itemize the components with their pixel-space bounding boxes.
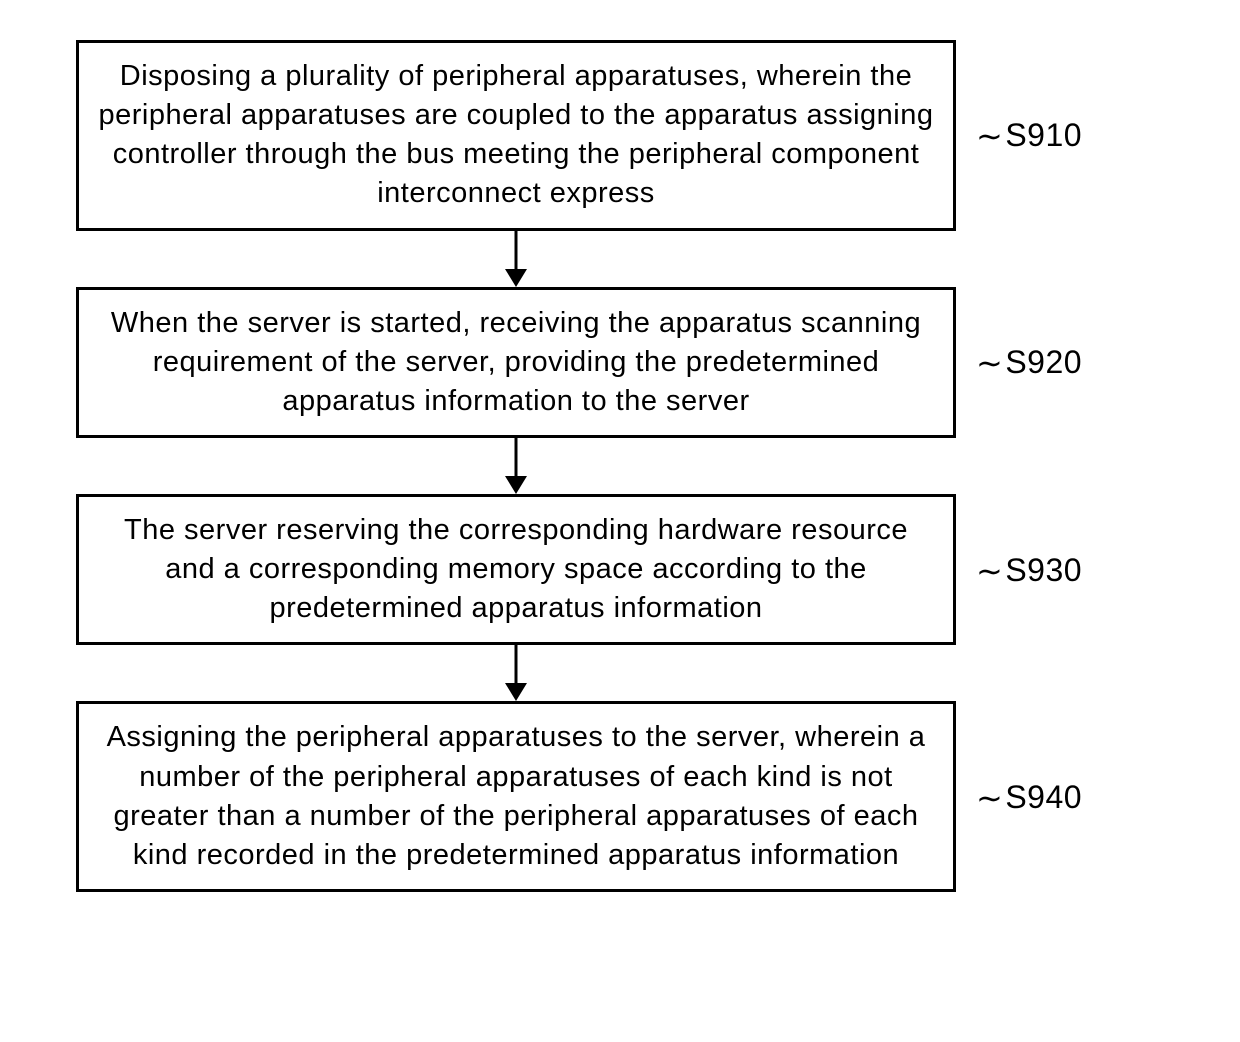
step-box-s920: When the server is started, receiving th… — [76, 287, 956, 438]
arrow-s920-s930 — [76, 438, 956, 494]
step-box-s910: Disposing a plurality of peripheral appa… — [76, 40, 956, 231]
step-label-s910: ∼S910 — [976, 116, 1082, 154]
arrow-down-icon — [503, 231, 529, 287]
tilde-icon: ∼ — [976, 344, 1003, 382]
flow-step-s930: The server reserving the corresponding h… — [76, 494, 1180, 645]
tilde-icon: ∼ — [976, 552, 1003, 590]
step-box-s930: The server reserving the corresponding h… — [76, 494, 956, 645]
step-label-text: S920 — [1005, 344, 1082, 380]
step-label-s940: ∼S940 — [976, 778, 1082, 816]
flow-step-s940: Assigning the peripheral apparatuses to … — [76, 701, 1180, 892]
tilde-icon: ∼ — [976, 779, 1003, 817]
flow-step-s910: Disposing a plurality of peripheral appa… — [76, 40, 1180, 231]
step-box-s940: Assigning the peripheral apparatuses to … — [76, 701, 956, 892]
step-label-s920: ∼S920 — [976, 343, 1082, 381]
flow-step-s920: When the server is started, receiving th… — [76, 287, 1180, 438]
flowchart-canvas: Disposing a plurality of peripheral appa… — [0, 0, 1240, 1042]
arrow-down-icon — [503, 645, 529, 701]
step-label-s930: ∼S930 — [976, 551, 1082, 589]
tilde-icon: ∼ — [976, 117, 1003, 155]
arrow-s910-s920 — [76, 231, 956, 287]
step-label-text: S910 — [1005, 117, 1082, 153]
step-label-text: S940 — [1005, 779, 1082, 815]
step-label-text: S930 — [1005, 552, 1082, 588]
arrow-s930-s940 — [76, 645, 956, 701]
arrow-down-icon — [503, 438, 529, 494]
